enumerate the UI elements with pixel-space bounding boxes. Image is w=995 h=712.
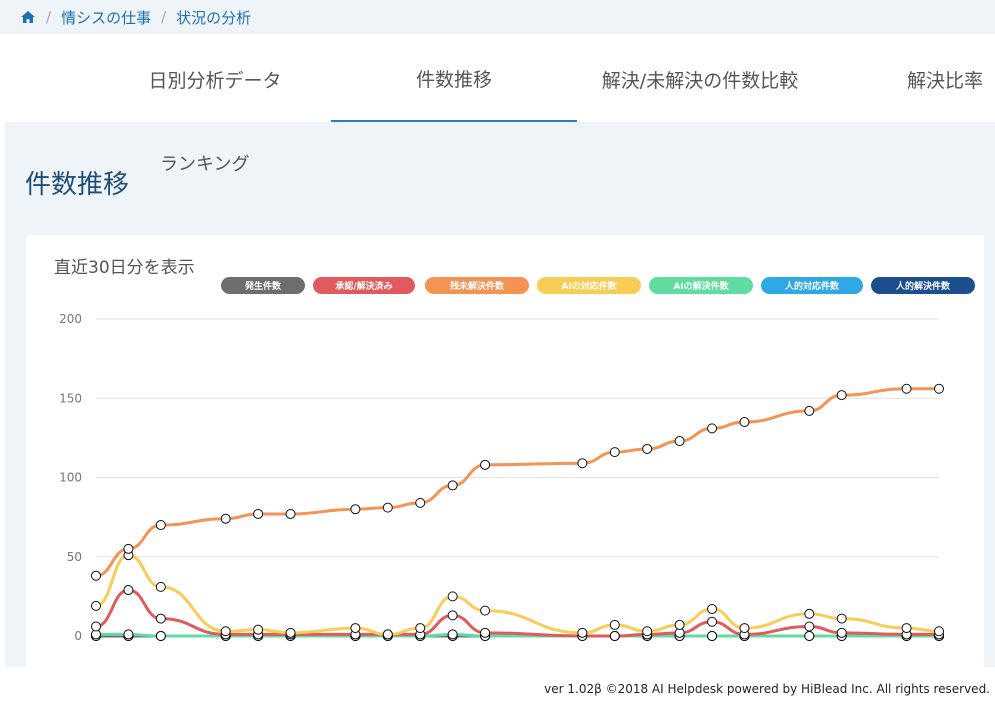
y-tick-label: 0 [74,629,82,643]
data-point[interactable] [91,621,101,632]
data-point[interactable] [577,627,588,638]
data-point[interactable] [253,624,264,635]
data-point[interactable] [480,459,491,470]
breadcrumb-separator: / [161,8,167,26]
data-point[interactable] [934,383,944,394]
tab-resolve-ratio[interactable]: 解決比率 [906,69,983,92]
data-point[interactable] [382,629,393,640]
data-point[interactable] [350,623,361,634]
data-point[interactable] [447,629,458,640]
tab-daily-analysis[interactable]: 日別分析データ [148,69,282,92]
chart-card-title: 直近30日分を表示 [54,258,195,278]
data-point[interactable] [836,390,847,401]
tab-resolved-compare[interactable]: 解決/未解決の件数比較 [601,69,799,92]
legend-item[interactable]: 人的対応件数 [761,277,863,294]
data-point[interactable] [253,508,264,519]
data-point[interactable] [447,610,458,621]
data-point[interactable] [350,504,361,515]
footer-copyright: ver 1.02β ©2018 AI Helpdesk powered by H… [544,682,990,696]
main-content: 件数推移 ランキング 直近30日分を表示 発生件数 承認/解決済み 残未解決件数… [5,122,995,667]
legend-item[interactable]: AIの対応件数 [537,277,641,294]
data-point[interactable] [901,383,912,394]
breadcrumb-item-jobs[interactable]: 情シスの仕事 [61,8,152,27]
tab-count-trend[interactable]: 件数推移 [331,36,577,122]
data-point[interactable] [285,508,296,519]
legend-item[interactable]: 人的解決件数 [871,277,975,294]
data-point[interactable] [577,458,588,469]
data-point[interactable] [707,616,718,627]
data-point[interactable] [836,627,847,638]
data-point[interactable] [804,631,815,641]
data-point[interactable] [674,619,685,630]
legend-item[interactable]: 発生件数 [221,277,305,294]
data-point[interactable] [642,626,653,637]
data-point[interactable] [901,623,912,634]
data-point[interactable] [382,502,393,513]
data-point[interactable] [91,600,101,611]
data-point[interactable] [642,443,653,454]
data-point[interactable] [707,423,718,434]
breadcrumb-separator: / [46,8,52,26]
data-point[interactable] [739,623,750,634]
data-point[interactable] [707,604,718,615]
tab-bar: 日別分析データ 件数推移 解決/未解決の件数比較 解決比率 [5,36,995,122]
legend-item[interactable]: 残未解決件数 [425,277,529,294]
data-point[interactable] [285,627,296,638]
data-point[interactable] [934,626,944,637]
data-point[interactable] [220,626,231,637]
data-point[interactable] [123,629,134,640]
data-point[interactable] [480,605,491,616]
data-point[interactable] [155,631,166,641]
data-point[interactable] [480,627,491,638]
data-point[interactable] [123,585,134,596]
data-point[interactable] [674,436,685,447]
data-point[interactable] [155,520,166,531]
data-point[interactable] [836,613,847,624]
page-title: 件数推移 [25,170,130,200]
data-point[interactable] [609,619,620,630]
data-point[interactable] [220,513,231,524]
y-tick-label: 200 [59,312,82,326]
legend-item[interactable]: AIの解決件数 [649,277,753,294]
data-point[interactable] [155,613,166,624]
y-tick-label: 150 [59,391,82,405]
data-point[interactable] [609,631,620,641]
home-icon[interactable] [20,9,36,25]
breadcrumb: / 情シスの仕事 / 状況の分析 [0,0,995,34]
data-point[interactable] [123,543,134,554]
ranking-link[interactable]: ランキング [160,154,250,175]
y-tick-label: 50 [67,550,82,564]
data-point[interactable] [91,570,101,581]
data-point[interactable] [447,480,458,491]
data-point[interactable] [447,591,458,602]
legend-item[interactable]: 承認/解決済み [313,277,415,294]
chart-card: 直近30日分を表示 発生件数 承認/解決済み 残未解決件数 AIの対応件数 AI… [26,235,984,667]
series-line [95,553,940,636]
data-point[interactable] [415,623,426,634]
data-point[interactable] [739,417,750,428]
data-point[interactable] [609,447,620,458]
data-point[interactable] [804,621,815,632]
y-tick-label: 100 [59,471,82,485]
data-point[interactable] [707,631,718,641]
data-point[interactable] [804,608,815,619]
breadcrumb-item-analysis[interactable]: 状況の分析 [176,8,252,27]
line-chart: 0 50 100 150 200 [59,312,944,643]
data-point[interactable] [155,581,166,592]
data-point[interactable] [804,405,815,416]
series-line [95,387,939,578]
data-point[interactable] [415,497,426,508]
